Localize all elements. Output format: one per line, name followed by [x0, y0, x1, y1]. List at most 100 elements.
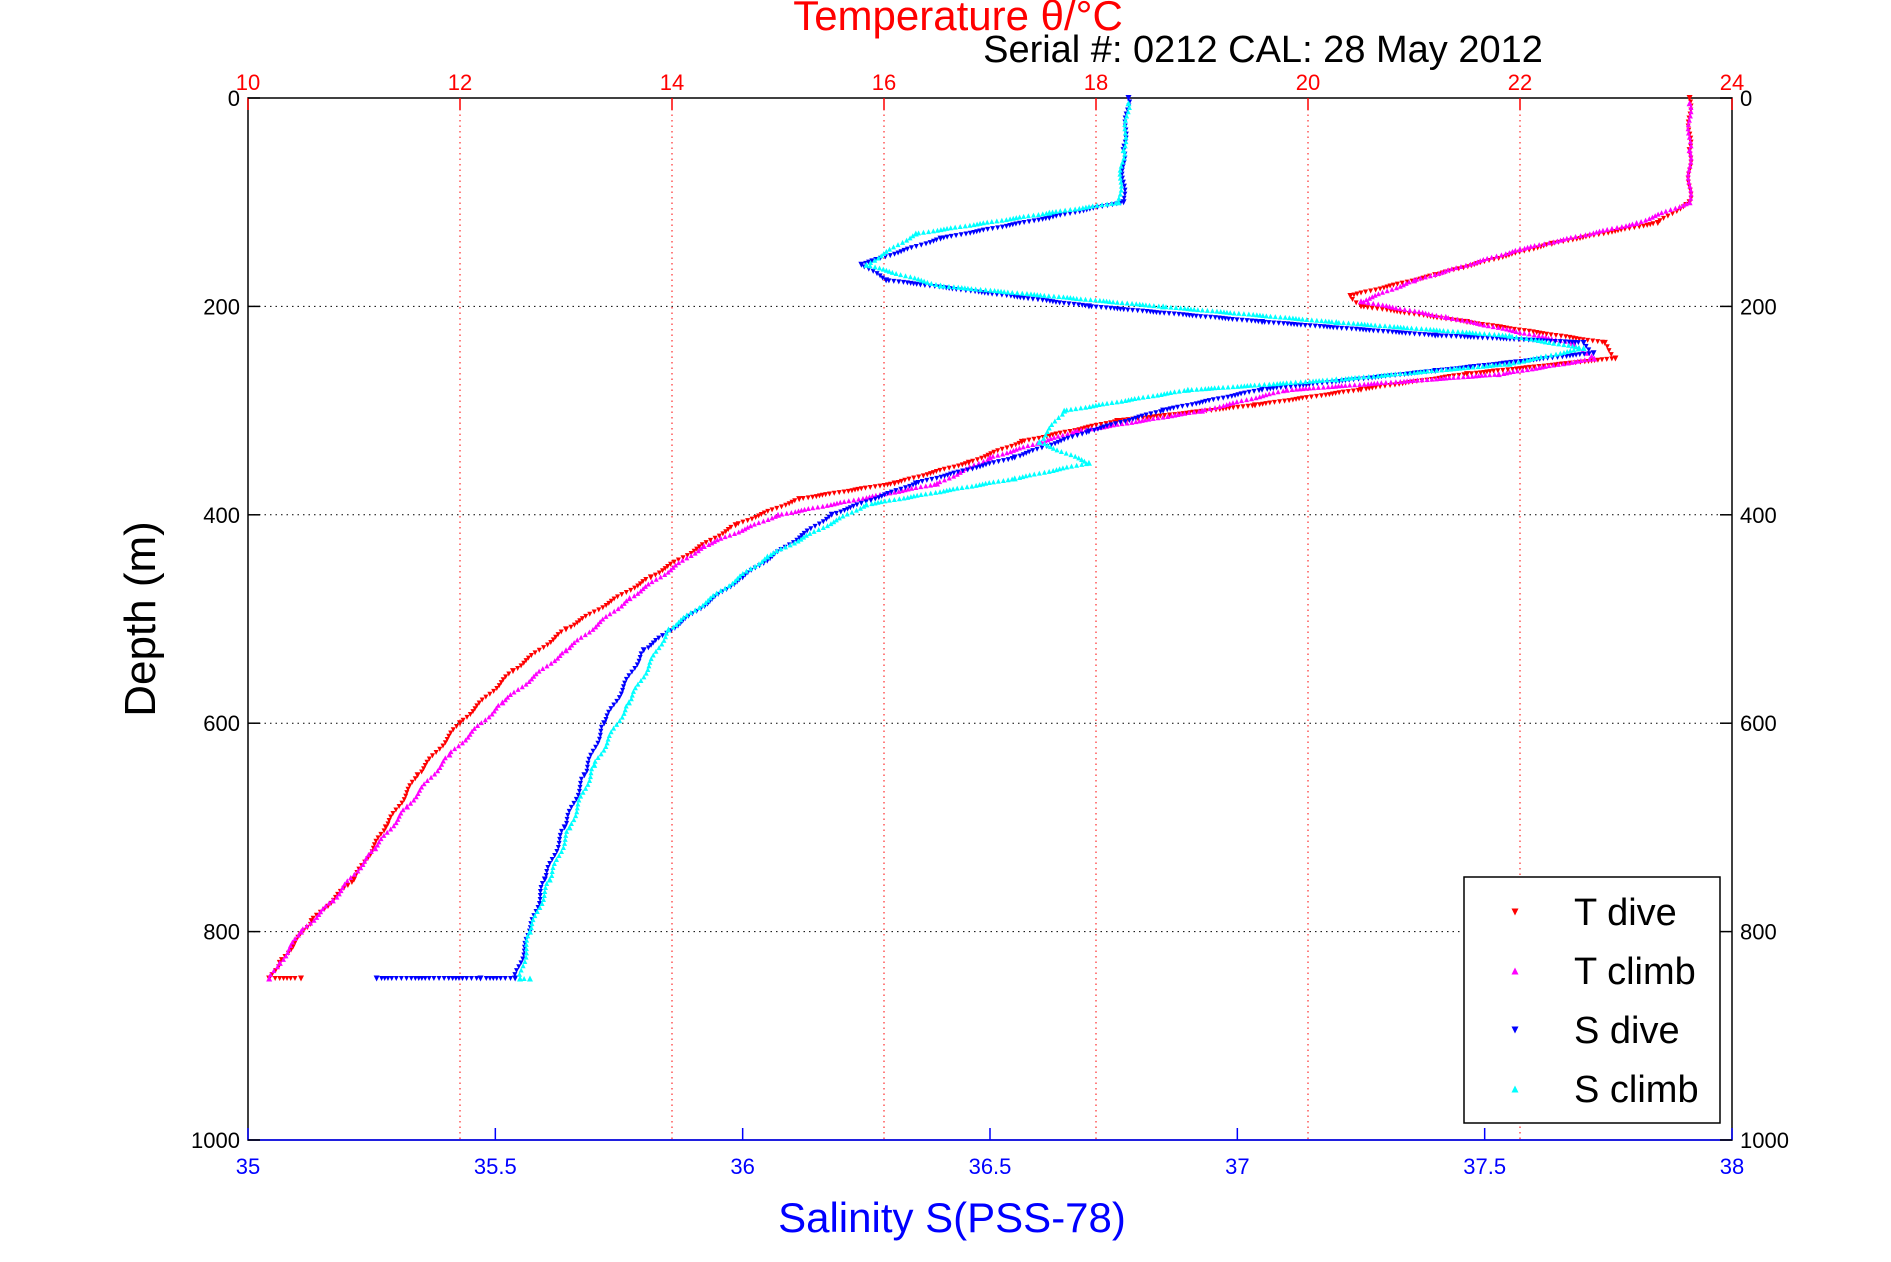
data-point — [437, 746, 443, 752]
data-point — [1687, 139, 1693, 145]
data-point — [537, 893, 543, 899]
tick-label-depth-right: 0 — [1740, 86, 1752, 111]
data-point — [1424, 368, 1430, 374]
data-point — [1142, 417, 1148, 423]
data-point — [679, 557, 685, 563]
data-point — [1051, 293, 1057, 299]
data-point — [1239, 317, 1245, 323]
data-point — [1098, 421, 1104, 427]
data-point — [1267, 400, 1273, 406]
data-point — [971, 229, 977, 235]
data-point — [1122, 130, 1128, 136]
data-point — [1285, 321, 1291, 327]
data-point — [1007, 449, 1013, 455]
data-point — [1036, 217, 1042, 223]
data-point — [441, 975, 447, 981]
data-point — [1382, 383, 1388, 389]
data-point — [1110, 299, 1116, 305]
data-point — [1114, 299, 1120, 305]
data-point — [845, 506, 851, 512]
data-point — [287, 942, 293, 948]
data-point — [918, 277, 924, 283]
data-point — [378, 836, 384, 842]
data-point — [1517, 246, 1523, 253]
data-point — [1329, 377, 1335, 383]
data-point — [1276, 320, 1282, 326]
data-point — [1490, 362, 1496, 368]
data-point — [544, 663, 550, 669]
data-point — [1665, 213, 1671, 219]
data-point — [1226, 316, 1232, 322]
data-point — [440, 758, 446, 764]
data-point — [810, 505, 816, 511]
data-point — [1528, 243, 1534, 249]
data-point — [1120, 179, 1126, 185]
data-point — [1172, 389, 1178, 395]
data-point — [1300, 386, 1306, 392]
data-point — [1481, 369, 1487, 375]
data-point — [622, 707, 628, 713]
data-point — [1497, 361, 1503, 367]
data-point — [1122, 117, 1128, 123]
data-point — [1590, 230, 1596, 236]
data-point — [928, 490, 934, 496]
data-point — [503, 674, 509, 680]
data-point — [1558, 237, 1564, 243]
data-point — [1387, 303, 1393, 309]
data-point — [1143, 302, 1149, 308]
data-point — [759, 558, 765, 564]
data-point — [914, 492, 920, 498]
data-point — [1434, 367, 1440, 373]
legend-marker — [1511, 1026, 1519, 1034]
data-point — [1284, 380, 1290, 386]
data-point — [1215, 396, 1221, 402]
data-point — [1565, 360, 1571, 366]
data-point — [619, 714, 625, 720]
data-point — [1339, 376, 1345, 382]
legend-marker — [1511, 1085, 1519, 1093]
data-point — [1347, 292, 1354, 299]
data-point — [937, 489, 943, 495]
data-point — [1389, 329, 1395, 335]
data-point — [1457, 365, 1463, 371]
data-point — [404, 790, 410, 796]
data-point — [1649, 214, 1655, 220]
data-point — [1260, 312, 1266, 318]
data-point — [414, 772, 421, 779]
data-point — [1463, 329, 1469, 335]
data-point — [820, 525, 826, 531]
data-point — [442, 740, 448, 746]
data-point — [885, 490, 891, 496]
data-point — [1171, 311, 1177, 317]
chart-subtitle: Serial #: 0212 CAL: 28 May 2012 — [983, 29, 1543, 71]
data-point — [1561, 349, 1567, 355]
data-point — [568, 820, 574, 826]
data-point — [1168, 304, 1174, 310]
data-point — [404, 803, 410, 810]
data-point — [1458, 334, 1464, 340]
data-point — [791, 540, 797, 546]
data-point — [1054, 467, 1060, 473]
data-point — [1357, 381, 1363, 387]
data-point — [615, 606, 621, 612]
data-point — [474, 975, 480, 981]
data-point — [861, 503, 867, 509]
data-point — [628, 587, 634, 593]
data-point — [1104, 298, 1110, 304]
data-point — [973, 286, 979, 292]
data-point — [1318, 393, 1324, 399]
data-point — [1375, 291, 1381, 297]
data-point — [846, 498, 852, 504]
data-point — [1124, 300, 1130, 306]
data-point — [1551, 340, 1557, 346]
data-point — [1193, 313, 1199, 319]
data-point — [800, 496, 806, 502]
data-point — [580, 789, 586, 795]
data-point — [1539, 338, 1545, 344]
data-point — [662, 566, 668, 572]
data-point — [1426, 332, 1432, 338]
data-point — [1013, 442, 1019, 448]
data-point — [1330, 325, 1336, 331]
tick-label-depth-left: 600 — [203, 711, 240, 736]
data-point — [1005, 477, 1011, 483]
